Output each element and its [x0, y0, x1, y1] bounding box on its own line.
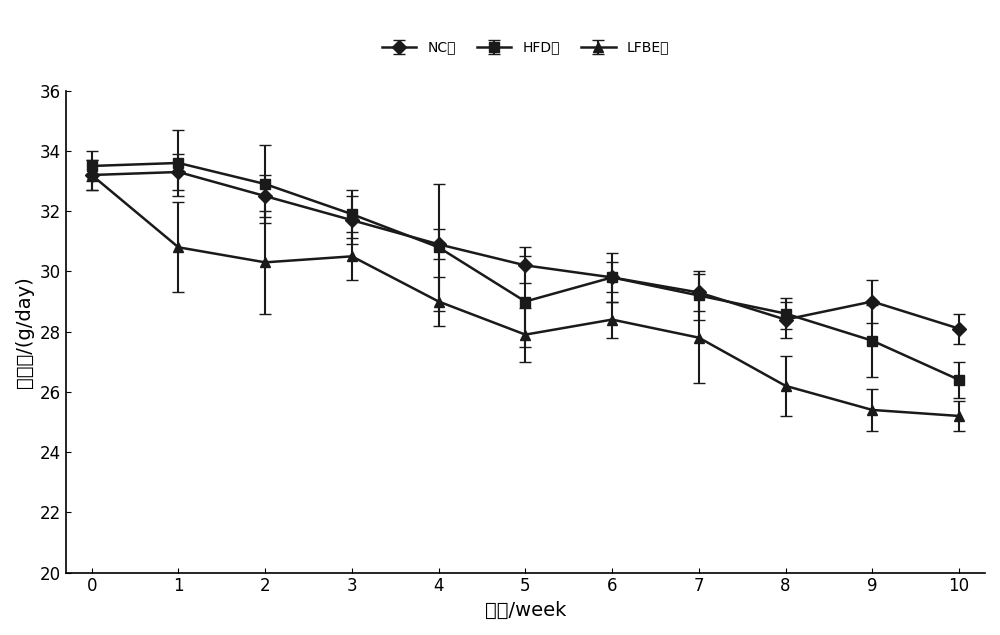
X-axis label: 时间/week: 时间/week	[485, 601, 566, 620]
Y-axis label: 摄食量/(g/day): 摄食量/(g/day)	[15, 276, 34, 387]
Legend: NC组, HFD组, LFBE组: NC组, HFD组, LFBE组	[376, 35, 675, 60]
